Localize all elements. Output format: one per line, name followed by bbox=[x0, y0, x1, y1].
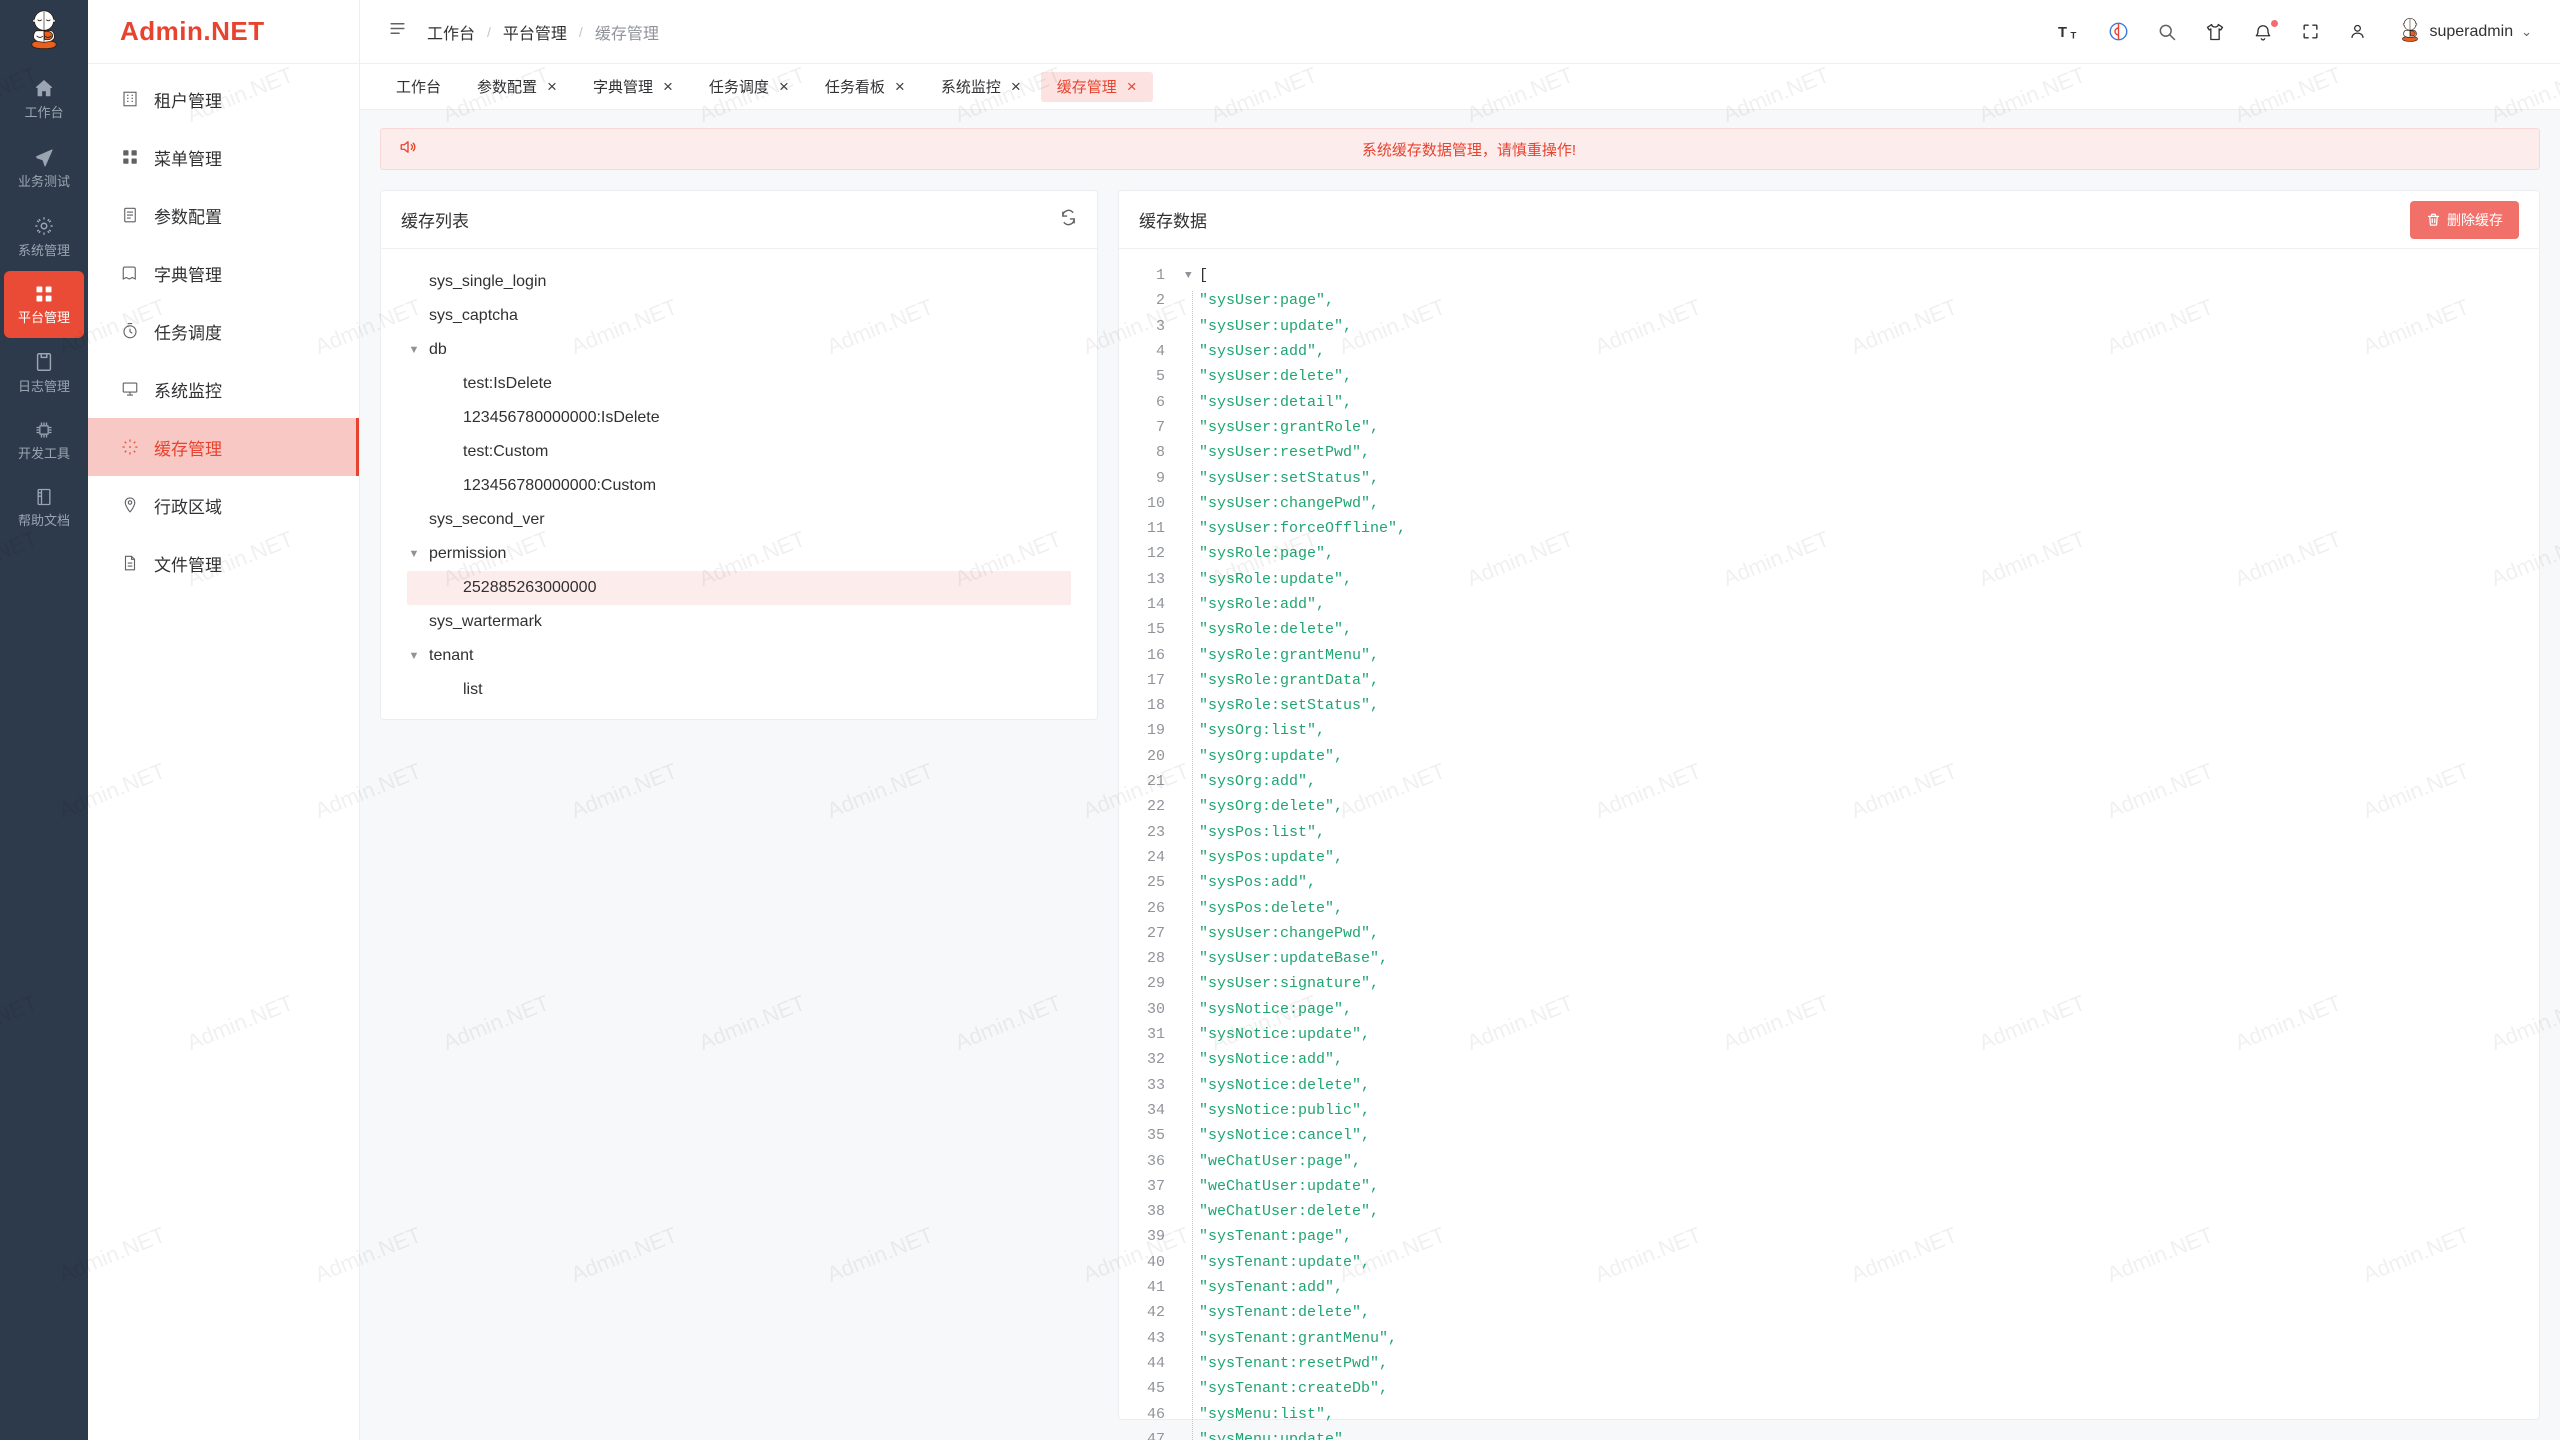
svg-text:T: T bbox=[2058, 25, 2067, 41]
svg-text:T: T bbox=[2071, 30, 2077, 41]
